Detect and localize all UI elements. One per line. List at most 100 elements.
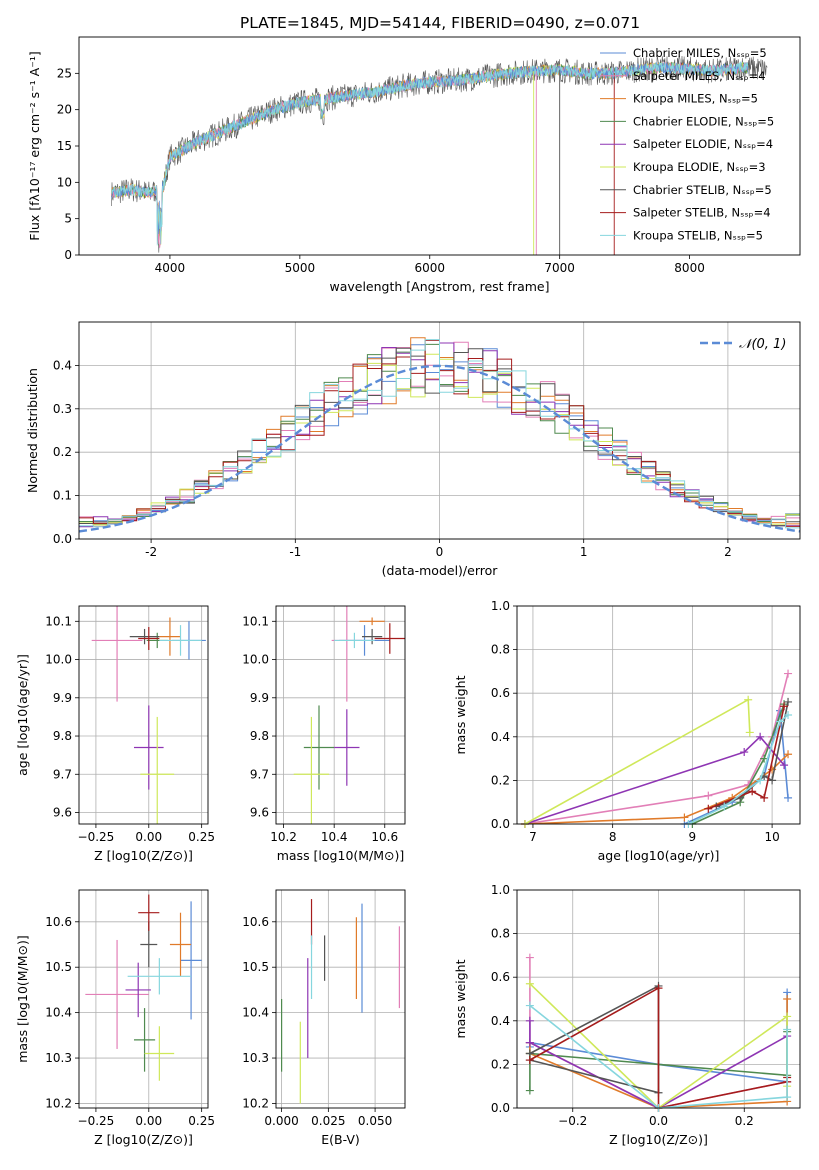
y-axis-label: Flux [fλ10⁻¹⁷ erg cm⁻² s⁻¹ A⁻¹] — [27, 51, 42, 240]
weight-marker-salpeter_stelib — [748, 787, 757, 796]
y-axis-label: mass weight — [453, 959, 468, 1038]
x-tick-label: 0 — [436, 545, 444, 559]
weight-marker-chabrier_stelib — [768, 776, 777, 785]
y-tick-label: 10.5 — [45, 960, 72, 974]
y-tick-label: 25 — [57, 66, 72, 80]
axes-mass_vs_Z: −0.25 0.00 0.25 10.2 10.3 10.4 10.5 10.6 Z [log1… — [15, 889, 215, 1147]
plot-layer: 4000 5000 6000 7000 80000510152025wavelength… — [15, 36, 801, 1147]
y-tick-label: 0.2 — [53, 445, 72, 459]
y-tick-label: 0.2 — [491, 773, 510, 787]
x-tick-label: 8000 — [674, 261, 705, 275]
y-axis-label: mass [log10(M/M⊙)] — [15, 935, 30, 1063]
x-tick-label: 0.00 — [135, 1114, 162, 1128]
weight-marker-salpeter_miles — [525, 953, 534, 962]
y-tick-label: 0.0 — [491, 1101, 510, 1115]
axes-mass_vs_ebv: 0.000 0.025 0.050 10.2 10.3 10.4 10.5 10.6 E(B-V… — [242, 889, 406, 1147]
legend-entry: Kroupa STELIB, Nₛₛₚ=5 — [633, 228, 763, 242]
legend-entry: Chabrier ELODIE, Nₛₛₚ=5 — [633, 114, 774, 128]
x-axis-label: Z [log10(Z/Z⊙)] — [94, 848, 193, 863]
weight-marker-kroupa_miles — [783, 995, 792, 1003]
y-tick-label: 0.3 — [53, 402, 72, 416]
weight-line-salpeter_elodie — [524, 735, 785, 824]
legend-entry: Kroupa MILES, Nₛₛₚ=5 — [633, 92, 758, 106]
y-tick-label: 0.4 — [491, 1014, 510, 1028]
y-tick-label: 9.8 — [250, 729, 269, 743]
x-tick-label: −0.25 — [78, 830, 115, 844]
weight-marker-kroupa_miles — [680, 813, 689, 822]
axes-frame — [78, 321, 801, 540]
x-tick-label: 0.025 — [311, 1114, 345, 1128]
legend-entry: Salpeter MILES, Nₛₛₚ=4 — [633, 69, 766, 83]
x-tick-label: 0.00 — [135, 830, 162, 844]
x-tick-label: 9 — [689, 830, 697, 844]
weight-marker-salpeter_miles — [704, 791, 713, 800]
y-tick-label: 10.3 — [242, 1051, 269, 1065]
axes-frame — [275, 889, 406, 1109]
x-tick-label: 0.2 — [735, 1114, 754, 1128]
legend-entry: Chabrier STELIB, Nₛₛₚ=5 — [633, 183, 772, 197]
axes-frame — [78, 605, 209, 825]
normal-distribution-curve — [78, 364, 801, 533]
weight-marker-salpeter_stelib — [525, 1056, 534, 1065]
weight-marker-kroupa_stelib — [756, 776, 765, 785]
x-tick-label: 0.000 — [264, 1114, 298, 1128]
weight-marker-kroupa_elodie — [744, 695, 753, 704]
y-tick-label: 9.9 — [53, 691, 72, 705]
axes-spectrum: 4000 5000 6000 7000 8000 0 5 10 15 20 25 wavelength… — [27, 36, 801, 294]
y-tick-label: 0.4 — [53, 358, 72, 372]
y-tick-label: 9.7 — [53, 767, 72, 781]
y-axis-label: mass weight — [453, 675, 468, 754]
x-axis-label: (data-model)/error — [382, 563, 499, 578]
axes-frame — [516, 889, 801, 1109]
weight-marker-kroupa_stelib — [783, 1025, 792, 1034]
legend-entry: 𝒩(0, 1) — [739, 337, 786, 352]
y-tick-label: 10.3 — [45, 1051, 72, 1065]
x-tick-label: 5000 — [285, 261, 316, 275]
x-axis-label: Z [log10(Z/Z⊙)] — [94, 1132, 193, 1147]
x-tick-label: 7 — [529, 830, 537, 844]
weight-line-kroupa_stelib — [529, 1004, 788, 1108]
weight-marker-salpeter_stelib — [654, 984, 663, 993]
y-tick-label: 15 — [57, 139, 72, 153]
y-tick-label: 10.6 — [45, 915, 72, 929]
x-tick-label: 1 — [580, 545, 588, 559]
legend-entry: Kroupa ELODIE, Nₛₛₚ=3 — [633, 160, 766, 174]
x-tick-label: −0.25 — [78, 1114, 115, 1128]
weight-line-chabrier_elodie — [692, 703, 785, 824]
weight-marker-chabrier_elodie — [525, 1086, 534, 1095]
x-tick-label: 8 — [609, 830, 617, 844]
y-tick-label: 10.2 — [242, 1096, 269, 1110]
y-tick-label: 10.0 — [242, 653, 269, 667]
x-axis-label: age [log10(age/yr)] — [598, 848, 720, 863]
y-tick-label: 10.1 — [45, 614, 72, 628]
weight-marker-kroupa_miles — [784, 750, 793, 759]
weight-marker-kroupa_stelib — [784, 711, 793, 719]
y-tick-label: 0.1 — [53, 489, 72, 503]
y-tick-label: 10 — [57, 175, 72, 189]
x-axis-label: wavelength [Angstrom, rest frame] — [329, 279, 549, 294]
x-tick-label: 6000 — [414, 261, 445, 275]
axes-age_vs_Z: −0.25 0.00 0.25 9.6 9.7 9.8 9.9 10.0 10.1 Z [log1… — [15, 605, 215, 863]
y-tick-label: 9.8 — [53, 729, 72, 743]
x-tick-label: 0.25 — [188, 830, 215, 844]
x-tick-label: 0.25 — [188, 1114, 215, 1128]
legend-entry: Salpeter ELODIE, Nₛₛₚ=4 — [633, 137, 773, 151]
x-tick-label: 10.4 — [321, 830, 348, 844]
axes-residuals: -2 -1 0 1 2 0.0 0.1 0.2 0.3 0.4 (data-model)/error… — [25, 321, 801, 578]
axes-frame — [516, 605, 801, 825]
y-tick-label: 0 — [64, 248, 72, 262]
y-tick-label: 9.6 — [250, 806, 269, 820]
x-tick-label: 4000 — [155, 261, 186, 275]
x-tick-label: 7000 — [544, 261, 575, 275]
axes-frame — [78, 36, 801, 256]
y-tick-label: 0.8 — [491, 927, 510, 941]
weight-marker-salpeter_elodie — [740, 748, 749, 757]
x-tick-label: 10 — [764, 830, 779, 844]
x-tick-label: 10.2 — [270, 830, 297, 844]
y-tick-label: 0.0 — [53, 532, 72, 546]
y-tick-label: 10.6 — [242, 915, 269, 929]
spectrum-legend: Chabrier MILES, Nₛₛₚ=5 Salpeter MILES, Nₛ… — [600, 46, 774, 242]
weight-marker-salpeter_stelib — [780, 702, 789, 711]
x-tick-label: 0.0 — [649, 1114, 668, 1128]
